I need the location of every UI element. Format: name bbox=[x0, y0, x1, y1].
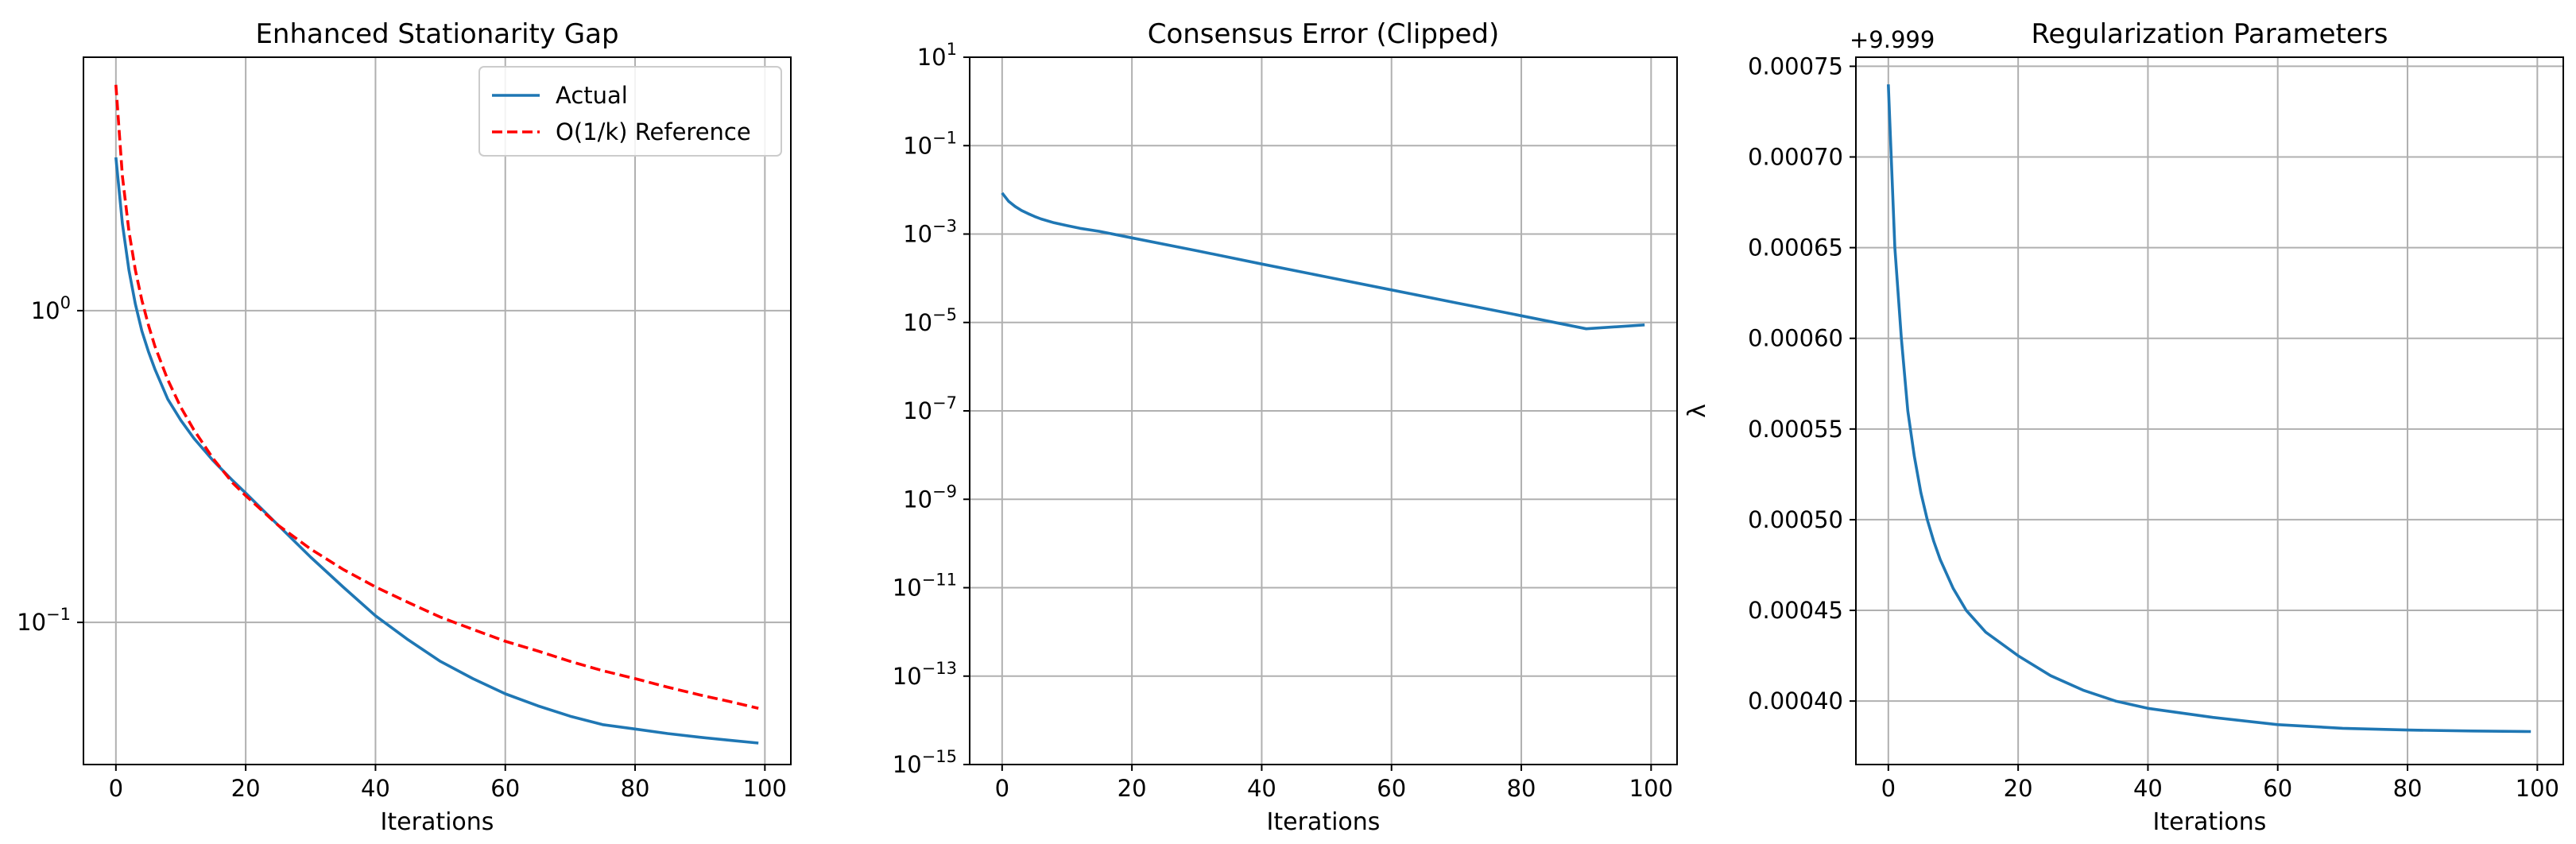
chart-panel-3: 0 20 40 60 80 100 0.00040 0.00045 0.00050 0.00055… bbox=[1683, 18, 2564, 836]
x-tick-label: 80 bbox=[621, 775, 650, 802]
axes-frame bbox=[83, 56, 792, 765]
y-tick-label: 0.00065 bbox=[1748, 234, 1843, 261]
x-tick-label: 20 bbox=[1118, 775, 1147, 802]
y-tick-label: 101 bbox=[917, 40, 957, 71]
legend-label: O(1/k) Reference bbox=[556, 118, 751, 145]
x-axis-label: Iterations bbox=[1267, 808, 1381, 836]
y-axis-label: λ bbox=[1683, 404, 1711, 418]
legend-box bbox=[478, 66, 782, 157]
x-tick-label: 0 bbox=[1881, 775, 1896, 802]
y-tick-label: 10−11 bbox=[893, 571, 957, 602]
x-tick-label: 40 bbox=[361, 775, 390, 802]
chart-title: Regularization Parameters bbox=[2031, 18, 2388, 50]
y-tick-label: 0.00040 bbox=[1748, 687, 1843, 714]
y-tick-label: 10−15 bbox=[893, 747, 957, 778]
y-tick-label: 0.00055 bbox=[1748, 416, 1843, 443]
chart-panel-1: 0 20 40 60 80 100 100 10−1 Enhanced Stationarity… bbox=[17, 18, 792, 836]
x-tick-label: 100 bbox=[2516, 775, 2559, 802]
x-tick-label: 0 bbox=[995, 775, 1009, 802]
series-line-1 bbox=[1001, 192, 1645, 331]
x-tick-label: 20 bbox=[231, 775, 261, 802]
x-tick-label: 0 bbox=[109, 775, 123, 802]
series-line-actual bbox=[114, 157, 759, 745]
chart-title: Enhanced Stationarity Gap bbox=[255, 18, 618, 50]
y-offset-text: +9.999 bbox=[1850, 26, 1935, 53]
chart-title: Consensus Error (Clipped) bbox=[1148, 18, 1500, 50]
y-tick-label: 0.00050 bbox=[1748, 506, 1843, 533]
y-tick-label: 10−3 bbox=[903, 217, 957, 248]
x-tick-label: 100 bbox=[743, 775, 787, 802]
x-axis-label: Iterations bbox=[381, 808, 494, 836]
legend-label: Actual bbox=[556, 82, 628, 109]
x-tick-label: 20 bbox=[2004, 775, 2033, 802]
axes-frame bbox=[1855, 56, 2564, 765]
y-tick-label: 10−5 bbox=[903, 305, 957, 336]
x-tick-label: 60 bbox=[1377, 775, 1406, 802]
y-tick-label: 0.00075 bbox=[1748, 52, 1843, 79]
y-tick-label: 10−13 bbox=[893, 659, 957, 690]
x-tick-label: 80 bbox=[2393, 775, 2423, 802]
series-line-1 bbox=[1887, 84, 2531, 734]
x-tick-label: 40 bbox=[1247, 775, 1276, 802]
x-tick-label: 40 bbox=[2133, 775, 2163, 802]
series-line-o-1-k-reference bbox=[114, 84, 759, 710]
y-tick-label: 0.00045 bbox=[1748, 597, 1843, 624]
x-tick-label: 60 bbox=[2263, 775, 2292, 802]
y-tick-label: 10−9 bbox=[903, 482, 957, 513]
y-tick-label: 10−7 bbox=[903, 393, 957, 424]
x-tick-label: 100 bbox=[1629, 775, 1673, 802]
x-tick-label: 80 bbox=[1507, 775, 1536, 802]
chart-panel-2: 0 20 40 60 80 100 101 10−1 10−3 10−5 10−7 10−9 10−11… bbox=[893, 18, 1678, 836]
x-tick-label: 60 bbox=[490, 775, 520, 802]
y-tick-label: 10−1 bbox=[17, 605, 71, 636]
y-tick-label: 10−1 bbox=[903, 128, 957, 159]
y-tick-label: 100 bbox=[31, 293, 71, 324]
y-tick-label: 0.00060 bbox=[1748, 325, 1843, 352]
x-axis-label: Iterations bbox=[2153, 808, 2267, 836]
legend: Actual O(1/k) Reference bbox=[478, 66, 782, 157]
y-tick-label: 0.00070 bbox=[1748, 144, 1843, 171]
